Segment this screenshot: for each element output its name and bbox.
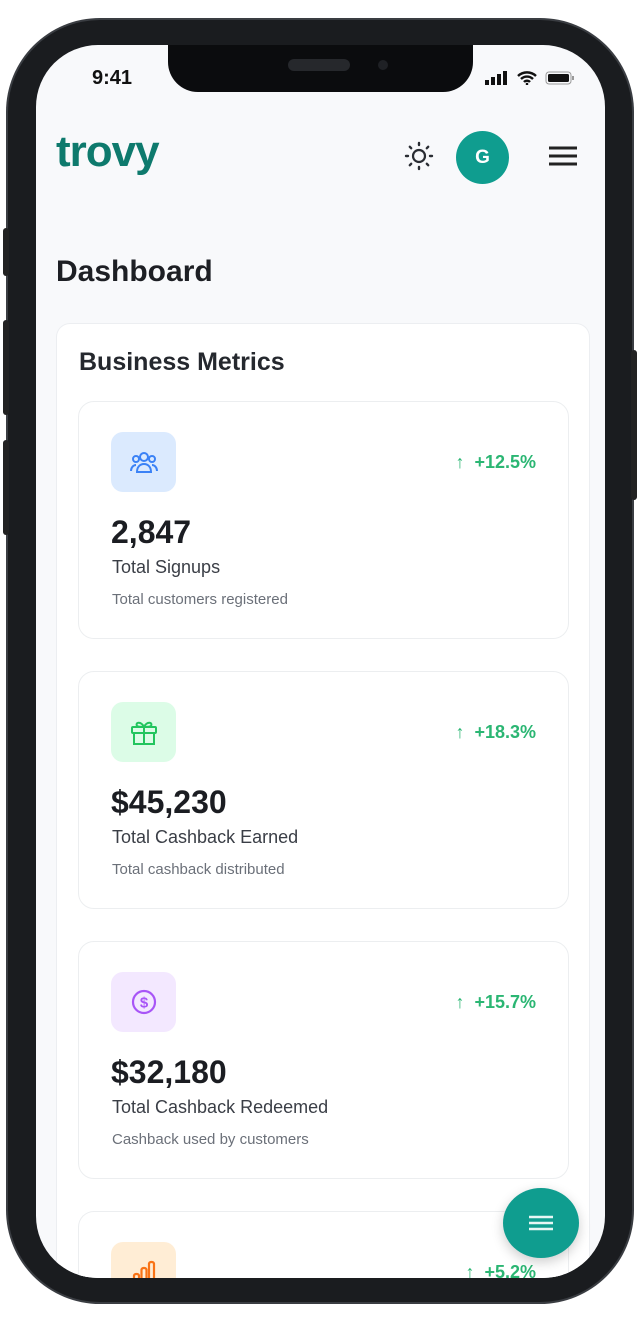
- trend-badge: ↑ +15.7%: [455, 992, 536, 1012]
- metric-label: Total Cashback Redeemed: [112, 1097, 329, 1117]
- arrow-up-icon: ↑: [465, 1262, 475, 1278]
- metric-description: Cashback used by customers: [112, 1131, 309, 1148]
- status-time: 9:41: [92, 67, 133, 89]
- trend-badge: ↑ +18.3%: [455, 722, 536, 742]
- metric-label: Total Signups: [112, 557, 221, 577]
- svg-text:$: $: [139, 995, 148, 1012]
- metric-label: Total Cashback Earned: [112, 827, 299, 847]
- metric-description: Total customers registered: [112, 591, 288, 608]
- page-title: Dashboard: [56, 255, 213, 288]
- metric-value: $45,230: [111, 784, 227, 820]
- trend-badge: ↑ +5.2%: [465, 1262, 536, 1278]
- menu-icon: [529, 1215, 553, 1231]
- hamburger-menu-icon[interactable]: [549, 146, 577, 166]
- business-metrics-panel: Business Metrics ↑ +12.5% 2,847 Total Sig…: [56, 323, 590, 1278]
- metric-value: 2,847: [111, 514, 192, 550]
- wifi-icon: [517, 71, 537, 85]
- users-icon: [111, 432, 176, 492]
- metric-card-cashback-redeemed[interactable]: $ ↑ +15.7% $32,180 Total Cashback Redeeme…: [78, 941, 569, 1179]
- metric-card-cashback-earned[interactable]: ↑ +18.3% $45,230 Total Cashback Earned To…: [78, 671, 569, 909]
- side-button: [3, 320, 9, 415]
- bar-chart-icon: [111, 1242, 176, 1278]
- arrow-up-icon: ↑: [455, 992, 465, 1012]
- metric-value: $32,180: [111, 1054, 227, 1090]
- signal-icon: [485, 71, 507, 85]
- dollar-circle-icon: $: [111, 972, 176, 1032]
- side-button: [3, 440, 9, 535]
- theme-toggle-sun-icon[interactable]: [404, 141, 434, 171]
- metric-description: Total cashback distributed: [112, 861, 285, 878]
- gift-icon: [111, 702, 176, 762]
- screen: 9:41 trovy G Dashboard Business Metrics …: [36, 45, 605, 1278]
- arrow-up-icon: ↑: [455, 722, 465, 742]
- avatar[interactable]: G: [456, 131, 509, 184]
- logo[interactable]: trovy: [56, 127, 160, 176]
- trend-badge: ↑ +12.5%: [455, 452, 536, 472]
- section-title: Business Metrics: [79, 348, 285, 376]
- status-icons: [485, 71, 575, 85]
- notch: [168, 45, 473, 92]
- metric-card-signups[interactable]: ↑ +12.5% 2,847 Total Signups Total custom…: [78, 401, 569, 639]
- arrow-up-icon: ↑: [455, 452, 465, 472]
- floating-menu-button[interactable]: [503, 1188, 579, 1258]
- side-button: [3, 228, 9, 276]
- power-button: [631, 350, 637, 500]
- metric-card-partial[interactable]: ↑ +5.2%: [78, 1211, 569, 1278]
- battery-icon: [545, 71, 574, 85]
